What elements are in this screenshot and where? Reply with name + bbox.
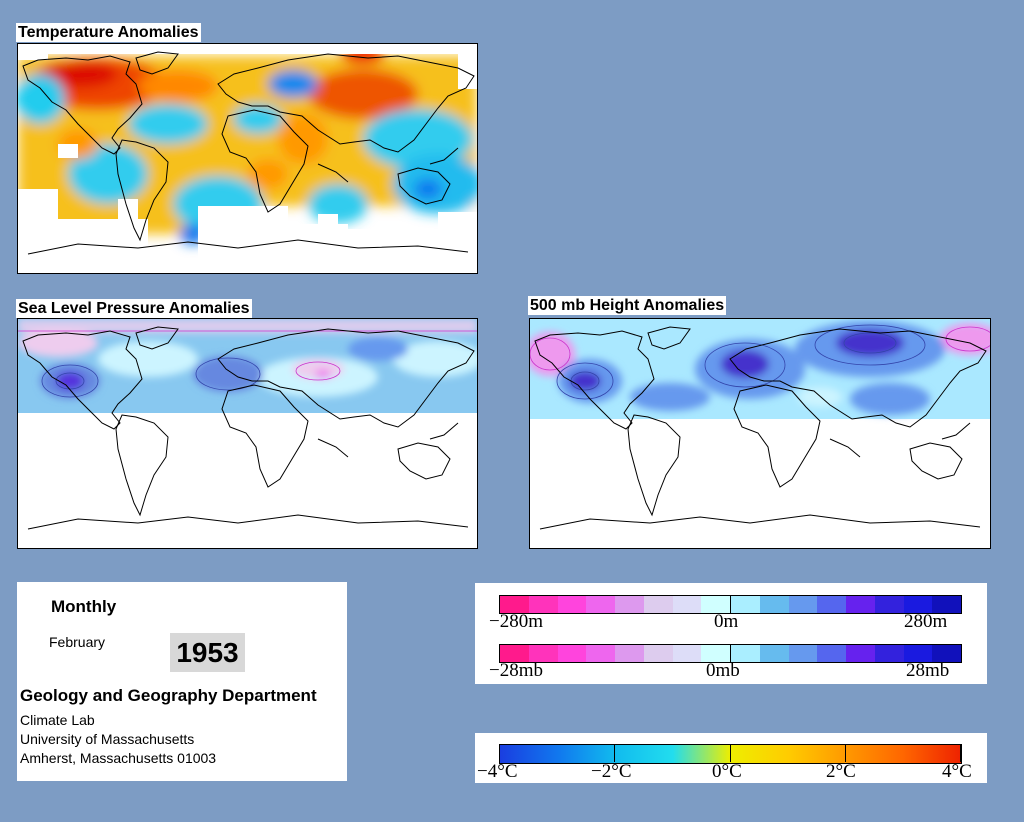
pressure-legend-swatch xyxy=(643,645,673,662)
pressure-legend-swatch xyxy=(500,645,529,662)
height-legend-swatch xyxy=(932,596,961,613)
temperature-tick-label-1: −4°C xyxy=(477,761,518,782)
pressure-legend-swatch xyxy=(557,645,587,662)
temperature-tick-mark xyxy=(614,744,616,762)
pressure-legend-swatch xyxy=(788,645,818,662)
temperature-map-title: Temperature Anomalies xyxy=(16,23,201,42)
height-legend-swatch xyxy=(874,596,904,613)
temperature-tick-mark xyxy=(499,744,500,762)
pressure-max-label: 28mb xyxy=(906,660,950,681)
slp-map-graphic xyxy=(18,319,477,548)
temperature-tick-mark xyxy=(960,744,961,762)
temperature-tick-mark xyxy=(844,744,846,762)
temperature-tick-label-3: 0°C xyxy=(712,761,742,782)
department-label: Geology and Geography Department xyxy=(20,686,317,705)
pressure-legend-swatch xyxy=(759,645,789,662)
height-pressure-legend-panel: −280m 0m 280m −28mb 0mb 28mb xyxy=(475,583,987,684)
month-label: February xyxy=(49,634,106,650)
year-label: 1953 xyxy=(170,633,245,672)
pressure-legend-swatch xyxy=(817,645,846,662)
height-legend-swatch xyxy=(528,596,558,613)
height-legend-swatch xyxy=(643,596,673,613)
500mb-height-anomaly-map xyxy=(529,318,991,549)
pressure-legend-swatch xyxy=(730,645,760,662)
temperature-map-graphic xyxy=(18,44,477,273)
height-legend-swatch xyxy=(672,596,702,613)
height-legend-swatch xyxy=(903,596,933,613)
pressure-legend-swatch xyxy=(672,645,702,662)
temperature-tick-marks xyxy=(499,744,961,762)
height-legend-swatch xyxy=(615,596,644,613)
height-color-bar xyxy=(499,595,962,614)
height-legend-swatch xyxy=(557,596,587,613)
period-label: Monthly xyxy=(51,597,117,616)
university-label: University of Massachusetts xyxy=(20,731,195,747)
temperature-tick-label-2: −2°C xyxy=(591,761,632,782)
height-legend-swatch xyxy=(759,596,789,613)
slp-map-title: Sea Level Pressure Anomalies xyxy=(16,299,252,318)
lab-label: Climate Lab xyxy=(20,712,95,728)
pressure-color-bar xyxy=(499,644,962,663)
height-mid-label: 0m xyxy=(714,611,739,632)
pressure-legend-swatch xyxy=(615,645,644,662)
info-panel: Monthly February 1953 Geology and Geogra… xyxy=(17,582,347,781)
height-legend-swatch xyxy=(817,596,846,613)
pressure-legend-swatch xyxy=(846,645,875,662)
pressure-legend-swatch xyxy=(701,645,730,662)
height500-map-title: 500 mb Height Anomalies xyxy=(528,296,727,315)
height-legend-swatch xyxy=(586,596,615,613)
height-legend-swatch xyxy=(500,596,529,613)
height-max-label: 280m xyxy=(904,611,948,632)
pressure-min-label: −28mb xyxy=(489,660,543,681)
height-legend-swatch xyxy=(701,596,730,613)
pressure-legend-swatch xyxy=(586,645,615,662)
sea-level-pressure-anomaly-map xyxy=(17,318,478,549)
temperature-legend-panel: −4°C −2°C 0°C 2°C 4°C xyxy=(475,733,987,783)
temperature-anomaly-map xyxy=(17,43,478,274)
pressure-legend-swatch xyxy=(874,645,904,662)
address-label: Amherst, Massachusetts 01003 xyxy=(20,750,217,766)
temperature-tick-label-5: 4°C xyxy=(942,761,972,782)
height-legend-swatch xyxy=(846,596,875,613)
height-legend-swatch xyxy=(730,596,760,613)
pressure-legend-swatch xyxy=(932,645,961,662)
height-min-label: −280m xyxy=(489,611,543,632)
height500-map-graphic xyxy=(530,319,990,548)
pressure-legend-swatch xyxy=(903,645,933,662)
temperature-tick-mark xyxy=(729,744,731,762)
temperature-tick-label-4: 2°C xyxy=(826,761,856,782)
height-legend-swatch xyxy=(788,596,818,613)
pressure-legend-swatch xyxy=(528,645,558,662)
pressure-mid-label: 0mb xyxy=(706,660,740,681)
